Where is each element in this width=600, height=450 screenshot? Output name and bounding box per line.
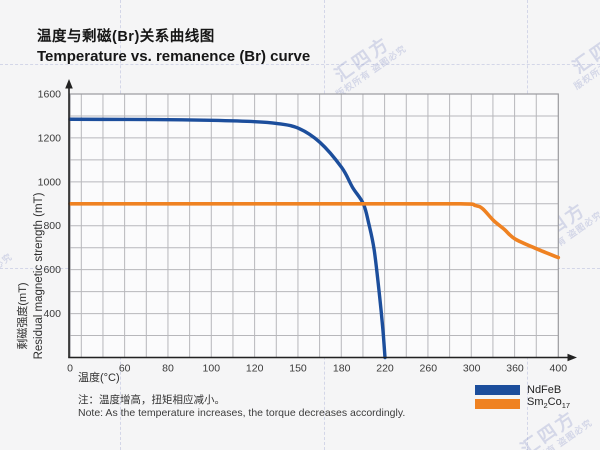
y-axis-title-zh: 剩磁强度(mT) (15, 282, 29, 349)
x-axis-title: 温度(°C) (78, 370, 120, 384)
footnote-en: Note: As the temperature increases, the … (78, 407, 406, 419)
legend-label-smco: Sm2Co17 (527, 396, 570, 410)
y-tick-label: 600 (43, 264, 61, 276)
y-tick-label: 1600 (38, 89, 62, 101)
x-tick-label: 60 (119, 363, 131, 375)
x-tick-label: 260 (420, 363, 438, 375)
footnote-zh: 注：温度增高，扭矩相应减小。 (78, 394, 225, 406)
x-tick-label: 100 (203, 363, 221, 375)
x-axis-tick-labels: 0 60 80 100 120 150 180 220 260 300 360 400 (67, 363, 567, 375)
y-tick-label: 1200 (38, 132, 62, 144)
smco-color-swatch (475, 398, 520, 409)
x-tick-label: 180 (333, 363, 351, 375)
x-tick-label: 0 (67, 363, 73, 375)
x-tick-label: 220 (376, 363, 394, 375)
page-title-zh: 温度与剩磁(Br)关系曲线图 (37, 29, 215, 45)
x-tick-label: 300 (463, 363, 481, 375)
x-tick-label: 80 (162, 363, 174, 375)
y-axis-tick-labels: 1600 1200 1000 800 600 400 (38, 89, 62, 321)
curve-ndfeb (68, 117, 387, 360)
y-tick-label: 800 (43, 220, 61, 232)
curve-sm2co17 (68, 201, 561, 260)
page-title-en: Temperature vs. remanence (Br) curve (37, 48, 311, 65)
x-tick-label: 360 (506, 363, 524, 375)
axes (65, 79, 577, 362)
smco-label-sub2: 17 (561, 401, 571, 411)
y-tick-label: 1000 (38, 176, 62, 188)
smco-label-sub1: 2 (543, 401, 548, 411)
smco-label-base1: Sm (527, 396, 544, 409)
x-tick-label: 400 (550, 363, 568, 375)
ndfeb-color-swatch (475, 384, 520, 395)
x-tick-label: 120 (246, 363, 264, 375)
watermark-guide-line (0, 64, 600, 65)
legend: NdFeB Sm2Co17 (475, 384, 570, 412)
y-tick-label: 400 (43, 308, 61, 320)
footnote: 注：温度增高，扭矩相应减小。 Note: As the temperature … (78, 394, 405, 420)
y-axis-title-en: Residual magnetic strength (mT) (33, 192, 45, 359)
x-axis-arrow-icon (567, 353, 577, 362)
smco-label-base2: Co (547, 396, 562, 409)
x-tick-label: 150 (289, 363, 307, 375)
legend-item-smco: Sm2Co17 (475, 396, 570, 411)
legend-item-ndfeb: NdFeB (475, 383, 570, 396)
title-block: 温度与剩磁(Br)关系曲线图 Temperature vs. remanence… (37, 27, 310, 67)
data-curves (68, 117, 561, 360)
y-axis-arrow-icon (65, 79, 73, 89)
gridlines (70, 94, 559, 358)
legend-label-ndfeb: NdFeB (527, 383, 562, 396)
